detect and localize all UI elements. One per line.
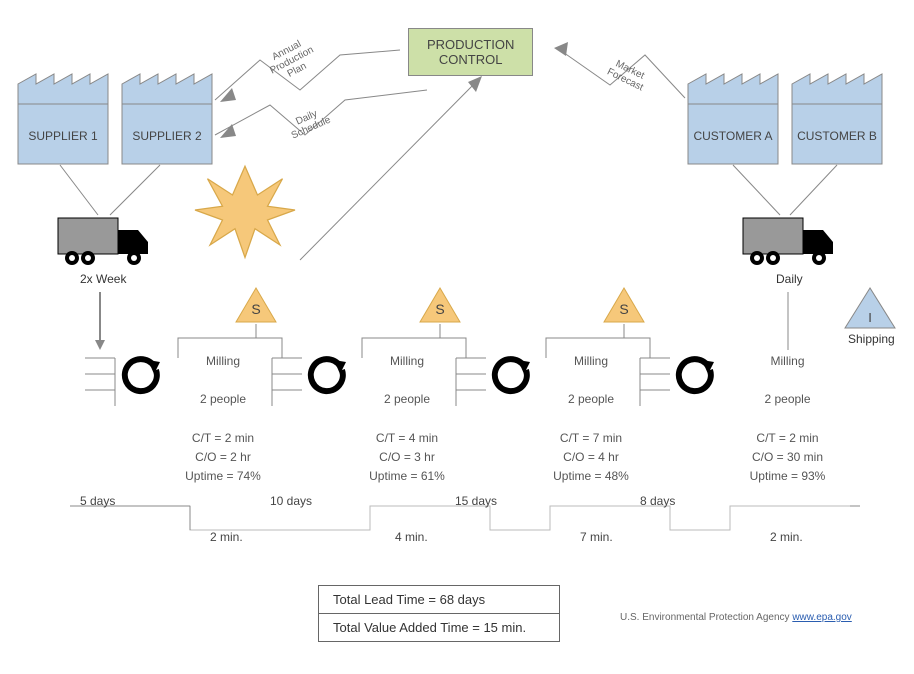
process-1-uptime: Uptime = 74% <box>178 467 268 486</box>
lead-1: 10 days <box>270 494 312 508</box>
production-control-label-1: PRODUCTION <box>427 37 514 52</box>
process-2-co: C/O = 3 hr <box>362 448 452 467</box>
lead-3: 8 days <box>640 494 675 508</box>
customer-b-label: CUSTOMER B <box>797 129 877 143</box>
customer-truck-freq: Daily <box>776 272 803 286</box>
process-2-uptime: Uptime = 61% <box>362 467 452 486</box>
epa-text: U.S. Environmental Protection Agency <box>620 612 792 623</box>
supermarket-2-icon: S <box>420 288 460 322</box>
process-4-name: Milling <box>740 352 835 371</box>
supermarket-1-icon: S <box>236 288 276 322</box>
va-2: 7 min. <box>580 530 613 544</box>
cycle-arrow-4 <box>679 359 714 391</box>
totals-box: Total Lead Time = 68 days Total Value Ad… <box>318 585 560 642</box>
total-lead-time: Total Lead Time = 68 days <box>319 586 559 614</box>
kaizen-burst-icon <box>195 166 295 257</box>
process-2: Milling 2 people C/T = 4 min C/O = 3 hr … <box>362 352 452 486</box>
diagram-canvas: SUPPLIER 1 SUPPLIER 2 CUSTOMER A CUSTOME… <box>0 0 914 674</box>
supplier-truck-freq: 2x Week <box>80 272 126 286</box>
svg-text:S: S <box>619 301 628 317</box>
process-4-ct: C/T = 2 min <box>740 429 835 448</box>
supplier-2-factory: SUPPLIER 2 <box>122 74 212 164</box>
process-4-co: C/O = 30 min <box>740 448 835 467</box>
shipping-triangle-icon: I <box>845 288 895 328</box>
epa-attribution: U.S. Environmental Protection Agency www… <box>620 612 852 623</box>
production-control-label-2: CONTROL <box>427 52 514 67</box>
process-3: Milling 2 people C/T = 7 min C/O = 4 hr … <box>546 352 636 486</box>
process-3-co: C/O = 4 hr <box>546 448 636 467</box>
process-1-name: Milling <box>178 352 268 371</box>
customer-a-label: CUSTOMER A <box>693 129 772 143</box>
svg-text:S: S <box>435 301 444 317</box>
supplier-1-label: SUPPLIER 1 <box>28 129 98 143</box>
va-0: 2 min. <box>210 530 243 544</box>
supermarket-3-icon: S <box>604 288 644 322</box>
va-3: 2 min. <box>770 530 803 544</box>
process-4: Milling 2 people C/T = 2 min C/O = 30 mi… <box>740 352 835 486</box>
process-3-ct: C/T = 7 min <box>546 429 636 448</box>
process-4-people: 2 people <box>740 390 835 409</box>
process-2-people: 2 people <box>362 390 452 409</box>
cycle-arrow-3 <box>495 359 530 391</box>
lead-0: 5 days <box>80 494 115 508</box>
svg-text:I: I <box>868 310 872 325</box>
customer-truck-icon <box>743 218 833 265</box>
supplier-truck-icon <box>58 218 148 265</box>
production-control-box: PRODUCTION CONTROL <box>408 28 533 76</box>
supplier-2-label: SUPPLIER 2 <box>132 129 202 143</box>
process-2-ct: C/T = 4 min <box>362 429 452 448</box>
lead-2: 15 days <box>455 494 497 508</box>
cycle-arrow-1 <box>125 359 160 391</box>
process-1: Milling 2 people C/T = 2 min C/O = 2 hr … <box>178 352 268 486</box>
process-3-people: 2 people <box>546 390 636 409</box>
process-3-uptime: Uptime = 48% <box>546 467 636 486</box>
process-1-people: 2 people <box>178 390 268 409</box>
epa-link[interactable]: www.epa.gov <box>792 612 851 623</box>
va-1: 4 min. <box>395 530 428 544</box>
process-1-co: C/O = 2 hr <box>178 448 268 467</box>
process-2-name: Milling <box>362 352 452 371</box>
total-va-time: Total Value Added Time = 15 min. <box>319 614 559 641</box>
cycle-arrow-2 <box>311 359 346 391</box>
svg-text:S: S <box>251 301 260 317</box>
customer-b-factory: CUSTOMER B <box>792 74 882 164</box>
customer-a-factory: CUSTOMER A <box>688 74 778 164</box>
process-1-ct: C/T = 2 min <box>178 429 268 448</box>
shipping-label: Shipping <box>848 332 895 346</box>
supplier-1-factory: SUPPLIER 1 <box>18 74 108 164</box>
process-3-name: Milling <box>546 352 636 371</box>
process-4-uptime: Uptime = 93% <box>740 467 835 486</box>
